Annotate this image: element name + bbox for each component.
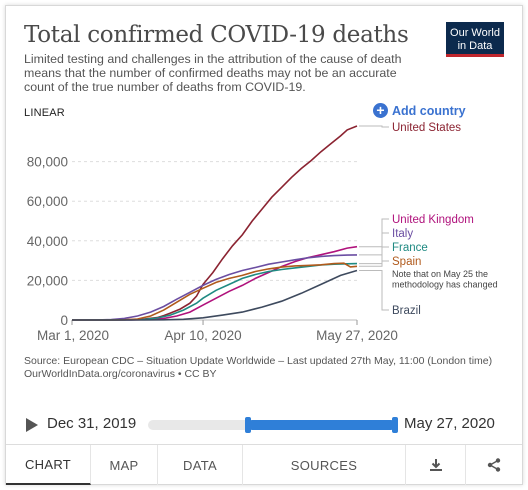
logo-line-1: Our World — [450, 27, 500, 39]
x-tick-label: May 27, 2020 — [316, 328, 398, 343]
page-title: Total confirmed COVID-19 deaths — [24, 22, 409, 48]
timeline-slider[interactable] — [148, 417, 398, 433]
x-axis-ticks: Mar 1, 2020 Apr 10, 2020 May 27, 2020 — [37, 320, 398, 343]
share-button[interactable] — [466, 445, 522, 485]
label-leader-line — [359, 260, 389, 267]
series-line-italy — [71, 254, 358, 321]
label-leader-line — [359, 270, 389, 311]
plus-circle-icon: + — [373, 103, 388, 118]
tab-bar: CHART MAP DATA SOURCES — [6, 444, 522, 485]
share-icon — [487, 458, 501, 472]
x-tick-label: Apr 10, 2020 — [164, 328, 241, 343]
grid-lines — [72, 161, 357, 321]
line-chart: 0 20,000 40,000 60,000 80,000 Mar 1, 2020 Apr… — [27, 122, 498, 343]
series-label: United States — [392, 122, 461, 134]
series-label: United Kingdom — [392, 214, 474, 226]
tab-sources[interactable]: SOURCES — [243, 445, 406, 485]
chart-subtitle: Limited testing and challenges in the at… — [24, 52, 402, 94]
series-label: France — [392, 242, 428, 254]
series-note: Note that on May 25 the — [392, 269, 488, 279]
y-tick-label: 60,000 — [27, 194, 68, 209]
x-tick-label: Mar 1, 2020 — [37, 328, 109, 343]
play-icon[interactable] — [26, 418, 38, 432]
scale-toggle[interactable]: LINEAR — [24, 107, 65, 119]
source-url[interactable]: OurWorldInData.org/coronavirus • CC BY — [24, 367, 217, 380]
tab-data[interactable]: DATA — [158, 445, 243, 485]
source-note: Source: European CDC – Situation Update … — [24, 355, 494, 380]
series-line-france — [72, 262, 358, 321]
series-label: Spain — [392, 256, 421, 268]
source-text: Source: European CDC – Situation Update … — [24, 355, 493, 367]
tab-map[interactable]: MAP — [91, 445, 158, 485]
label-leader-line — [359, 125, 389, 128]
series-labels: United States United Kingdom Italy France Sp… — [359, 122, 498, 317]
owid-logo[interactable]: Our World in Data — [446, 22, 504, 57]
logo-line-2: in Data — [457, 39, 493, 52]
add-country-label: Add country — [392, 103, 466, 118]
download-button[interactable] — [406, 445, 466, 485]
series-line-brazil — [72, 269, 358, 321]
series-label: Brazil — [392, 305, 421, 317]
y-tick-label: 80,000 — [27, 155, 68, 170]
download-icon — [429, 459, 442, 471]
timeline-start-date: Dec 31, 2019 — [47, 415, 137, 432]
timeline-bar: Dec 31, 2019 May 27, 2020 — [0, 405, 528, 443]
y-axis-ticks: 0 20,000 40,000 60,000 80,000 — [27, 155, 68, 328]
series-note: methodology has changed — [392, 280, 498, 290]
y-tick-label: 40,000 — [27, 234, 68, 249]
series-lines — [71, 125, 358, 321]
timeline-end-handle[interactable] — [391, 417, 398, 433]
y-tick-label: 0 — [60, 313, 68, 328]
timeline-end-date: May 27, 2020 — [404, 415, 495, 432]
label-leader-line — [359, 246, 389, 265]
y-tick-label: 20,000 — [27, 273, 68, 288]
timeline-selected-range[interactable] — [245, 417, 398, 433]
series-line-spain — [72, 262, 358, 321]
timeline-start-handle[interactable] — [245, 417, 252, 433]
series-label: Italy — [392, 228, 413, 240]
label-leader-line — [359, 232, 389, 256]
tab-chart[interactable]: CHART — [6, 445, 91, 485]
add-country-button[interactable]: + Add country — [373, 103, 466, 118]
chart-card — [5, 5, 523, 485]
